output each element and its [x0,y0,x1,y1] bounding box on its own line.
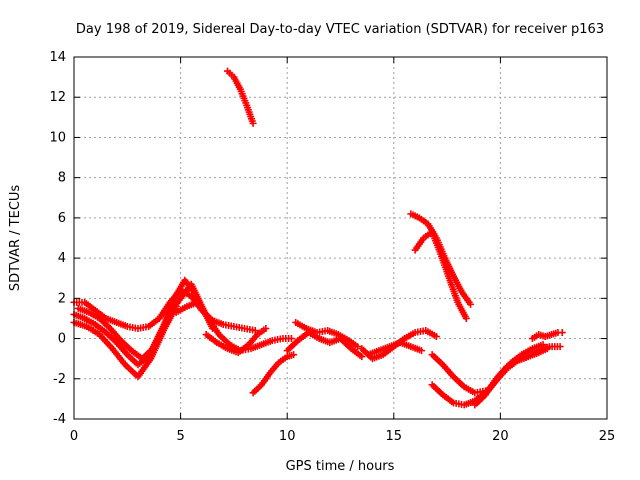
data-point [192,290,200,298]
series-arc-3 [74,276,200,363]
data-point [251,327,259,335]
y-tick-label: 6 [58,211,66,226]
x-tick-label: 25 [599,429,616,444]
data-point [462,314,470,322]
y-tick-label: 4 [58,251,66,266]
chart-title: Day 198 of 2019, Sidereal Day-to-day VTE… [76,22,604,37]
x-tick-label: 0 [70,429,78,444]
y-tick-label: 14 [49,50,66,65]
series-arc-4 [70,302,180,381]
data-point [432,333,440,341]
series-arc-9 [283,329,366,361]
data-point [539,341,547,349]
grid-lines [74,57,607,419]
series-arc-14 [411,228,470,322]
axis-ticks: 0 5 10 15 20 25 -4 -2 0 2 4 6 8 10 12 14 [49,50,615,444]
series-arc-18 [475,341,547,405]
series-arc-12 [364,339,426,359]
data-point [467,300,475,308]
x-tick-label: 15 [386,429,403,444]
data-points [70,67,566,409]
x-tick-label: 10 [279,429,296,444]
y-tick-label: -2 [53,372,66,387]
y-tick-label: 0 [58,332,66,347]
data-point [354,343,362,351]
series-arc-19 [528,329,566,343]
data-point [287,335,295,343]
data-point [262,325,270,332]
data-point [418,347,426,355]
data-point [556,343,564,351]
data-point [543,345,551,353]
y-tick-label: -4 [53,412,66,427]
series-arc-7 [224,67,257,127]
data-point [172,302,180,310]
series-arc-8 [249,351,298,397]
x-tick-label: 20 [492,429,509,444]
data-point [558,329,566,337]
x-axis-label: GPS time / hours [286,459,395,474]
x-tick-label: 5 [176,429,184,444]
series-arc-10 [292,318,362,351]
y-tick-label: 12 [49,90,66,105]
series-arc-15 [428,351,489,397]
y-tick-label: 2 [58,291,66,306]
data-point [290,351,298,359]
data-point [249,119,257,127]
plot-frame [73,56,608,420]
y-tick-label: 10 [49,130,66,145]
data-point [358,353,366,361]
y-axis-label: SDTVAR / TECUs [8,185,23,292]
y-tick-label: 8 [58,171,66,186]
series-arc-6 [202,325,270,357]
